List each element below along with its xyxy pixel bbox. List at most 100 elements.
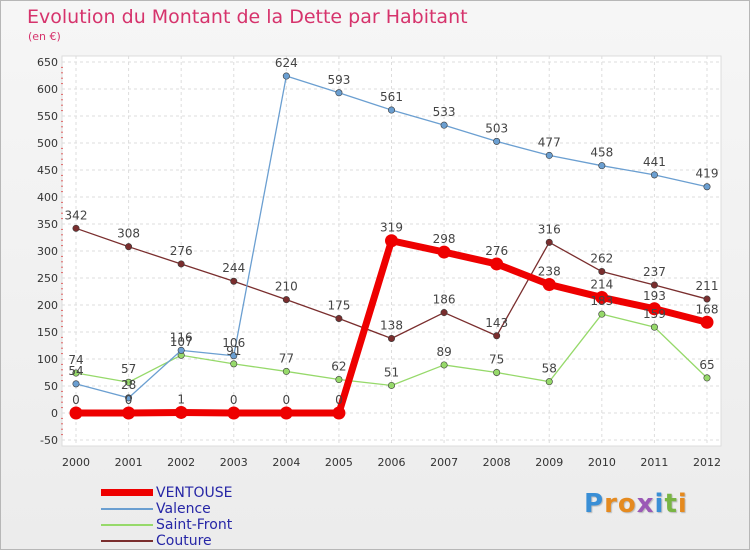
- data-point: [387, 381, 395, 389]
- data-point: [227, 406, 241, 420]
- x-tick-label: 2002: [167, 456, 195, 469]
- data-label: 244: [222, 261, 245, 275]
- data-label: 62: [331, 360, 346, 374]
- data-label: 168: [696, 302, 719, 316]
- data-label: 193: [643, 289, 666, 303]
- y-tick-label: 400: [37, 191, 58, 204]
- data-label: 308: [117, 227, 140, 241]
- x-tick-label: 2008: [483, 456, 511, 469]
- data-point: [700, 315, 714, 329]
- data-point: [282, 72, 290, 80]
- data-point: [177, 260, 185, 268]
- data-point: [493, 137, 501, 145]
- legend-swatch: [101, 540, 153, 542]
- data-point: [595, 290, 609, 304]
- data-label: 143: [485, 316, 508, 330]
- y-tick-label: 450: [37, 164, 58, 177]
- data-point: [230, 360, 238, 368]
- proxiti-logo: Proxiti: [584, 489, 688, 519]
- x-tick-label: 2011: [640, 456, 668, 469]
- data-point: [545, 378, 553, 386]
- x-tick-label: 2000: [62, 456, 90, 469]
- y-tick-label: 250: [37, 272, 58, 285]
- legend-swatch: [101, 489, 153, 496]
- data-label: 0: [283, 393, 291, 407]
- y-tick-label: 150: [37, 326, 58, 339]
- data-label: 183: [590, 294, 613, 308]
- logo-letter: x: [636, 489, 655, 519]
- x-tick-label: 2007: [430, 456, 458, 469]
- data-label: 298: [433, 232, 456, 246]
- logo-letter: i: [677, 489, 688, 519]
- data-label: 54: [68, 364, 83, 378]
- data-label: 262: [590, 252, 613, 266]
- data-label: 316: [538, 222, 561, 236]
- y-tick-label: 350: [37, 218, 58, 231]
- y-tick-label: -50: [40, 434, 58, 447]
- x-tick-label: 2012: [693, 456, 721, 469]
- legend-label: VENTOUSE: [156, 485, 233, 501]
- data-point: [598, 268, 606, 276]
- data-point: [72, 224, 80, 232]
- data-point: [125, 394, 133, 402]
- y-tick-label: 500: [37, 137, 58, 150]
- data-label: 477: [538, 135, 561, 149]
- y-tick-label: 550: [37, 110, 58, 123]
- data-label: 159: [643, 307, 666, 321]
- data-point: [174, 405, 188, 419]
- x-tick-label: 2004: [272, 456, 300, 469]
- data-point: [545, 238, 553, 246]
- data-label: 57: [121, 362, 136, 376]
- legend-label: Saint-Front: [156, 517, 233, 533]
- data-label: 107: [170, 335, 193, 349]
- data-point: [440, 121, 448, 129]
- data-label: 214: [590, 277, 613, 291]
- data-point: [282, 367, 290, 375]
- data-point: [650, 171, 658, 179]
- data-point: [125, 378, 133, 386]
- data-point: [72, 369, 80, 377]
- data-point: [125, 243, 133, 251]
- data-label: 342: [65, 208, 88, 222]
- data-point: [703, 295, 711, 303]
- data-point: [335, 89, 343, 97]
- x-tick-label: 2010: [588, 456, 616, 469]
- data-label: 533: [433, 105, 456, 119]
- chart-title: Evolution du Montant de la Dette par Hab…: [27, 6, 468, 28]
- data-label: 211: [696, 279, 719, 293]
- data-point: [493, 332, 501, 340]
- data-label: 441: [643, 155, 666, 169]
- data-label: 0: [72, 393, 80, 407]
- data-point: [542, 277, 556, 291]
- data-point: [230, 277, 238, 285]
- x-tick-label: 2009: [535, 456, 563, 469]
- data-point: [650, 323, 658, 331]
- data-label: 175: [327, 299, 350, 313]
- data-point: [437, 245, 451, 259]
- data-label: 210: [275, 280, 298, 294]
- data-point: [490, 257, 504, 271]
- data-point: [69, 406, 83, 420]
- data-point: [335, 376, 343, 384]
- data-label: 276: [485, 244, 508, 258]
- data-point: [230, 352, 238, 360]
- data-point: [703, 183, 711, 191]
- data-label: 237: [643, 265, 666, 279]
- legend-swatch: [101, 524, 153, 526]
- logo-letter: o: [617, 489, 637, 519]
- data-label: 74: [68, 353, 83, 367]
- data-point: [279, 406, 293, 420]
- data-label: 138: [380, 318, 403, 332]
- data-label: 0: [335, 393, 343, 407]
- data-label: 75: [489, 353, 504, 367]
- data-point: [598, 310, 606, 318]
- data-label: 58: [542, 362, 557, 376]
- logo-letter: r: [604, 489, 618, 519]
- y-tick-label: 200: [37, 299, 58, 312]
- data-label: 51: [384, 365, 399, 379]
- data-label: 458: [590, 146, 613, 160]
- data-label: 319: [380, 221, 403, 235]
- data-point: [545, 151, 553, 159]
